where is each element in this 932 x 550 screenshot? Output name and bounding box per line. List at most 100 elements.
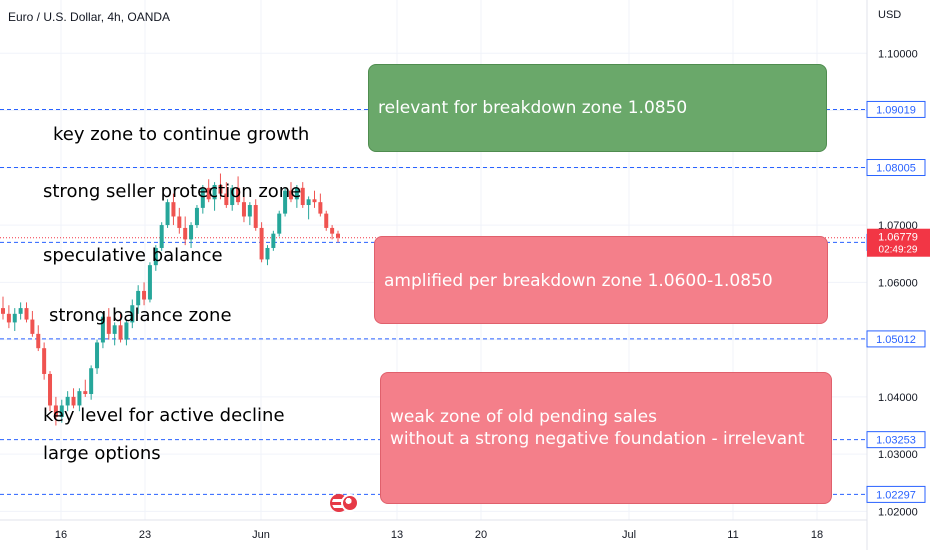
x-tick-label: 16 <box>55 529 67 541</box>
y-tick-label: 1.02000 <box>878 506 918 518</box>
time-axis[interactable]: 16 23 Jun 13 20 Jul 11 18 <box>55 529 823 541</box>
annotation-speculative: speculative balance <box>43 245 223 266</box>
level-label: 1.08005 <box>876 163 916 175</box>
chart-title: Euro / U.S. Dollar, 4h, OANDA <box>8 10 171 24</box>
candle-body <box>183 227 188 240</box>
candle-body <box>89 368 94 395</box>
candle-body <box>288 190 293 200</box>
last-price-label: 1.06779 <box>878 232 918 244</box>
level-label: 1.09019 <box>876 104 916 116</box>
red-zone-box-upper[interactable]: amplified per breakdown zone 1.0600-1.08… <box>374 236 828 324</box>
x-tick-label: 13 <box>391 529 403 541</box>
candle-body <box>30 319 35 334</box>
candle-body <box>77 391 82 406</box>
candle-body <box>53 405 58 417</box>
candle-body <box>100 316 105 343</box>
annotation-balance: strong balance zone <box>49 305 232 326</box>
green-zone-text: relevant for breakdown zone 1.0850 <box>378 98 688 118</box>
candle-body <box>271 233 276 248</box>
x-tick-label: 23 <box>139 529 151 541</box>
candle-body <box>83 391 88 395</box>
candle-body <box>336 233 340 238</box>
candle-body <box>59 405 64 417</box>
candle-body <box>318 202 323 214</box>
candle-body <box>294 187 299 200</box>
annotation-options: large options <box>43 443 161 464</box>
y-tick-label: 1.06000 <box>878 277 918 289</box>
level-label: 1.02297 <box>876 489 916 501</box>
candle-body <box>224 193 229 206</box>
candle-body <box>218 184 223 194</box>
candle-body <box>130 305 135 323</box>
y-tick-label: 1.03000 <box>878 449 918 461</box>
candle-body <box>247 205 252 217</box>
x-tick-label: Jul <box>622 529 636 541</box>
candle-body <box>112 325 117 334</box>
candle-body <box>283 190 288 214</box>
candle-body <box>300 187 305 206</box>
last-price-box <box>867 228 930 257</box>
eu-flag-icon[interactable] <box>341 494 359 512</box>
candle-body <box>124 322 129 340</box>
candle-body <box>265 247 270 260</box>
candle-body <box>324 213 329 228</box>
red-zone-box-lower[interactable]: weak zone of old pending sales without a… <box>380 372 832 504</box>
level-label-box <box>866 485 926 503</box>
red-zone-lower-line1: weak zone of old pending sales <box>390 407 657 427</box>
candle-body <box>212 184 217 200</box>
candle-body <box>71 396 76 406</box>
candle-body <box>153 247 158 266</box>
candle-body <box>42 348 47 374</box>
candle-body <box>171 202 176 217</box>
candle-body <box>24 308 29 320</box>
candle-body <box>177 216 182 228</box>
y-tick-label: 1.10000 <box>878 48 918 60</box>
candles <box>1 173 340 426</box>
x-tick-label: 18 <box>811 529 823 541</box>
annotation-decline: key level for active decline <box>43 405 285 426</box>
candle-body <box>95 342 100 369</box>
candle-body <box>194 207 199 226</box>
currency-label: USD <box>878 9 902 21</box>
candle-body <box>65 396 70 406</box>
candle-body <box>142 290 147 300</box>
candle-body <box>12 313 17 323</box>
candle-body <box>277 213 282 234</box>
candle-body <box>147 265 152 300</box>
level-label: 1.03253 <box>876 435 916 447</box>
candle-body <box>1 308 5 314</box>
x-tick-label: 11 <box>727 529 738 541</box>
candle-body <box>259 227 264 260</box>
candle-body <box>206 187 211 200</box>
candle-body <box>136 290 141 306</box>
annotation-growth: key zone to continue growth <box>53 124 310 145</box>
candle-body <box>165 202 170 226</box>
red-zone-lower-line2: without a strong negative foundation - i… <box>390 429 805 449</box>
x-tick-label: Jun <box>252 529 270 541</box>
annotation-seller: strong seller protection zone <box>43 181 302 202</box>
candle-body <box>230 187 235 206</box>
level-label-box <box>866 330 926 348</box>
candle-body <box>236 187 241 203</box>
candle-body <box>159 225 164 248</box>
price-axis[interactable]: 1.100001.070001.060001.040001.030001.020… <box>866 48 930 518</box>
green-zone-box[interactable]: relevant for breakdown zone 1.0850 <box>368 64 827 152</box>
candle-body <box>18 308 23 314</box>
level-label: 1.05012 <box>876 334 916 346</box>
candle-body <box>306 199 311 206</box>
candle-body <box>48 373 53 406</box>
candle-body <box>312 199 317 203</box>
level-label-box <box>866 431 926 449</box>
red-zone-upper-text: amplified per breakdown zone 1.0600-1.08… <box>384 271 773 291</box>
countdown-label: 02:49:29 <box>879 245 918 256</box>
level-label-box <box>866 100 926 118</box>
x-tick-label: 20 <box>475 529 487 541</box>
candle-body <box>106 316 111 334</box>
candle-body <box>241 202 246 217</box>
candle-body <box>36 333 41 349</box>
candle-body <box>330 227 335 234</box>
level-label-box <box>866 159 926 177</box>
candle-body <box>200 187 205 208</box>
y-tick-label: 1.04000 <box>878 392 918 404</box>
candle-body <box>118 325 123 340</box>
